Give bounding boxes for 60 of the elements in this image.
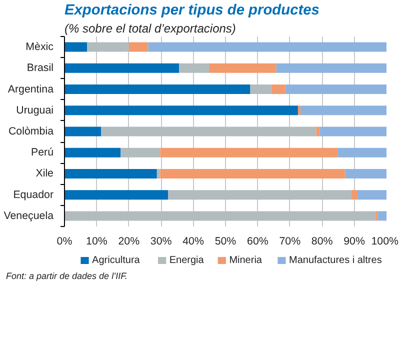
bar: [101, 126, 316, 136]
bar: [209, 63, 276, 73]
chart-title: Exportacions per tipus de productes: [64, 2, 320, 18]
y-tick-label: Equador: [13, 188, 54, 201]
bar: [120, 148, 160, 158]
x-tick-label: 10%: [86, 236, 108, 248]
legend-label: Agricultura: [92, 255, 140, 266]
bar: [351, 190, 358, 200]
bar: [160, 168, 346, 178]
bar: [64, 63, 180, 73]
y-tick-label: Colòmbia: [8, 126, 54, 138]
x-tick-label: 30%: [150, 236, 172, 248]
bar: [148, 42, 386, 52]
bar: [64, 84, 250, 94]
x-tick-label: 0%: [56, 236, 73, 248]
bar: [168, 190, 352, 200]
y-tick-label: Xile: [36, 168, 54, 180]
x-tick-label: 90%: [344, 236, 366, 248]
bar: [64, 190, 168, 200]
bar: [300, 106, 386, 116]
x-tick-label: 60%: [247, 236, 269, 248]
bar: [128, 42, 148, 52]
bar: [64, 126, 102, 136]
legend-label: Energia: [169, 255, 204, 266]
legend-label: Mineria: [229, 255, 262, 266]
bar: [87, 42, 129, 52]
x-tick-label: 50%: [214, 236, 237, 248]
x-tick-label: 80%: [311, 236, 334, 248]
legend-label: Manufactures i altres: [289, 255, 382, 266]
bar: [64, 148, 121, 158]
y-tick-label: Perú: [30, 146, 54, 159]
x-tick-label: 100%: [371, 236, 400, 248]
bar: [156, 168, 160, 178]
bar: [160, 148, 338, 158]
y-tick-label: Uruguai: [16, 104, 54, 116]
y-tick-label: Argentina: [8, 83, 54, 96]
x-tick-label: 20%: [118, 236, 140, 248]
bar: [64, 106, 298, 116]
bar: [345, 168, 386, 178]
bar: [250, 84, 272, 94]
bar: [276, 63, 386, 73]
bar: [64, 42, 88, 52]
bar: [316, 126, 320, 136]
y-tick-label: Veneçuela: [4, 210, 54, 222]
bar: [320, 126, 386, 136]
x-tick-label: 40%: [182, 236, 204, 248]
y-tick-label: Brasil: [26, 62, 54, 74]
y-tick-label: Mèxic: [26, 41, 54, 54]
bar: [64, 211, 376, 221]
bar: [271, 84, 286, 94]
bar: [358, 190, 386, 200]
bar: [179, 63, 210, 73]
bar: [338, 148, 386, 158]
chart-subtitle: (% sobre el total d’exportacions): [64, 22, 236, 36]
text: Font: a partir de dades de l’IIF.: [6, 270, 128, 283]
bar: [378, 211, 386, 221]
bar: [298, 106, 301, 116]
bar: [64, 168, 157, 178]
x-tick-label: 70%: [279, 236, 302, 248]
bar: [285, 84, 386, 94]
